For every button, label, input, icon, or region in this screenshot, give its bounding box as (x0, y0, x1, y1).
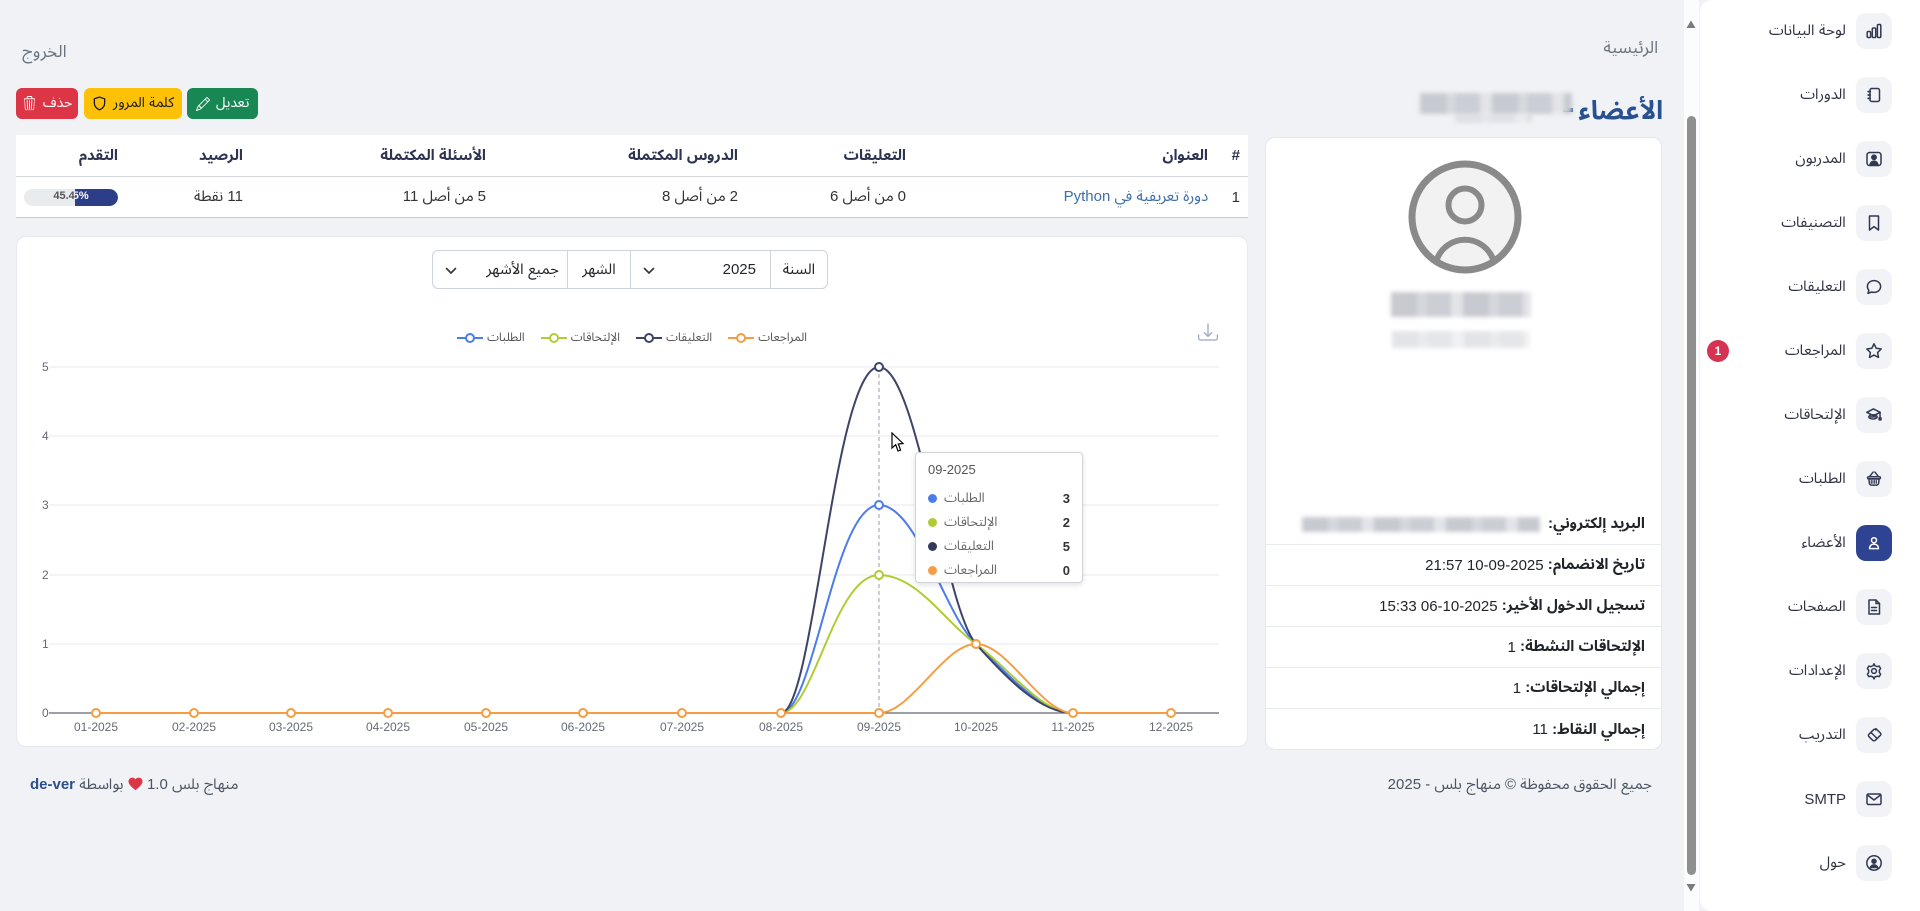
svg-text:06-2025: 06-2025 (561, 720, 605, 734)
svg-text:4: 4 (42, 429, 49, 443)
svg-text:08-2025: 08-2025 (759, 720, 803, 734)
svg-text:05-2025: 05-2025 (464, 720, 508, 734)
svg-text:02-2025: 02-2025 (172, 720, 216, 734)
svg-text:12-2025: 12-2025 (1149, 720, 1193, 734)
svg-text:01-2025: 01-2025 (74, 720, 118, 734)
svg-text:5: 5 (42, 360, 49, 374)
svg-text:3: 3 (42, 498, 49, 512)
svg-text:11-2025: 11-2025 (1051, 720, 1094, 734)
svg-text:1: 1 (42, 637, 49, 651)
svg-text:07-2025: 07-2025 (660, 720, 704, 734)
svg-text:10-2025: 10-2025 (954, 720, 998, 734)
svg-text:03-2025: 03-2025 (269, 720, 313, 734)
svg-text:09-2025: 09-2025 (857, 720, 901, 734)
svg-text:0: 0 (42, 706, 49, 720)
svg-text:04-2025: 04-2025 (366, 720, 410, 734)
svg-text:2: 2 (42, 568, 49, 582)
